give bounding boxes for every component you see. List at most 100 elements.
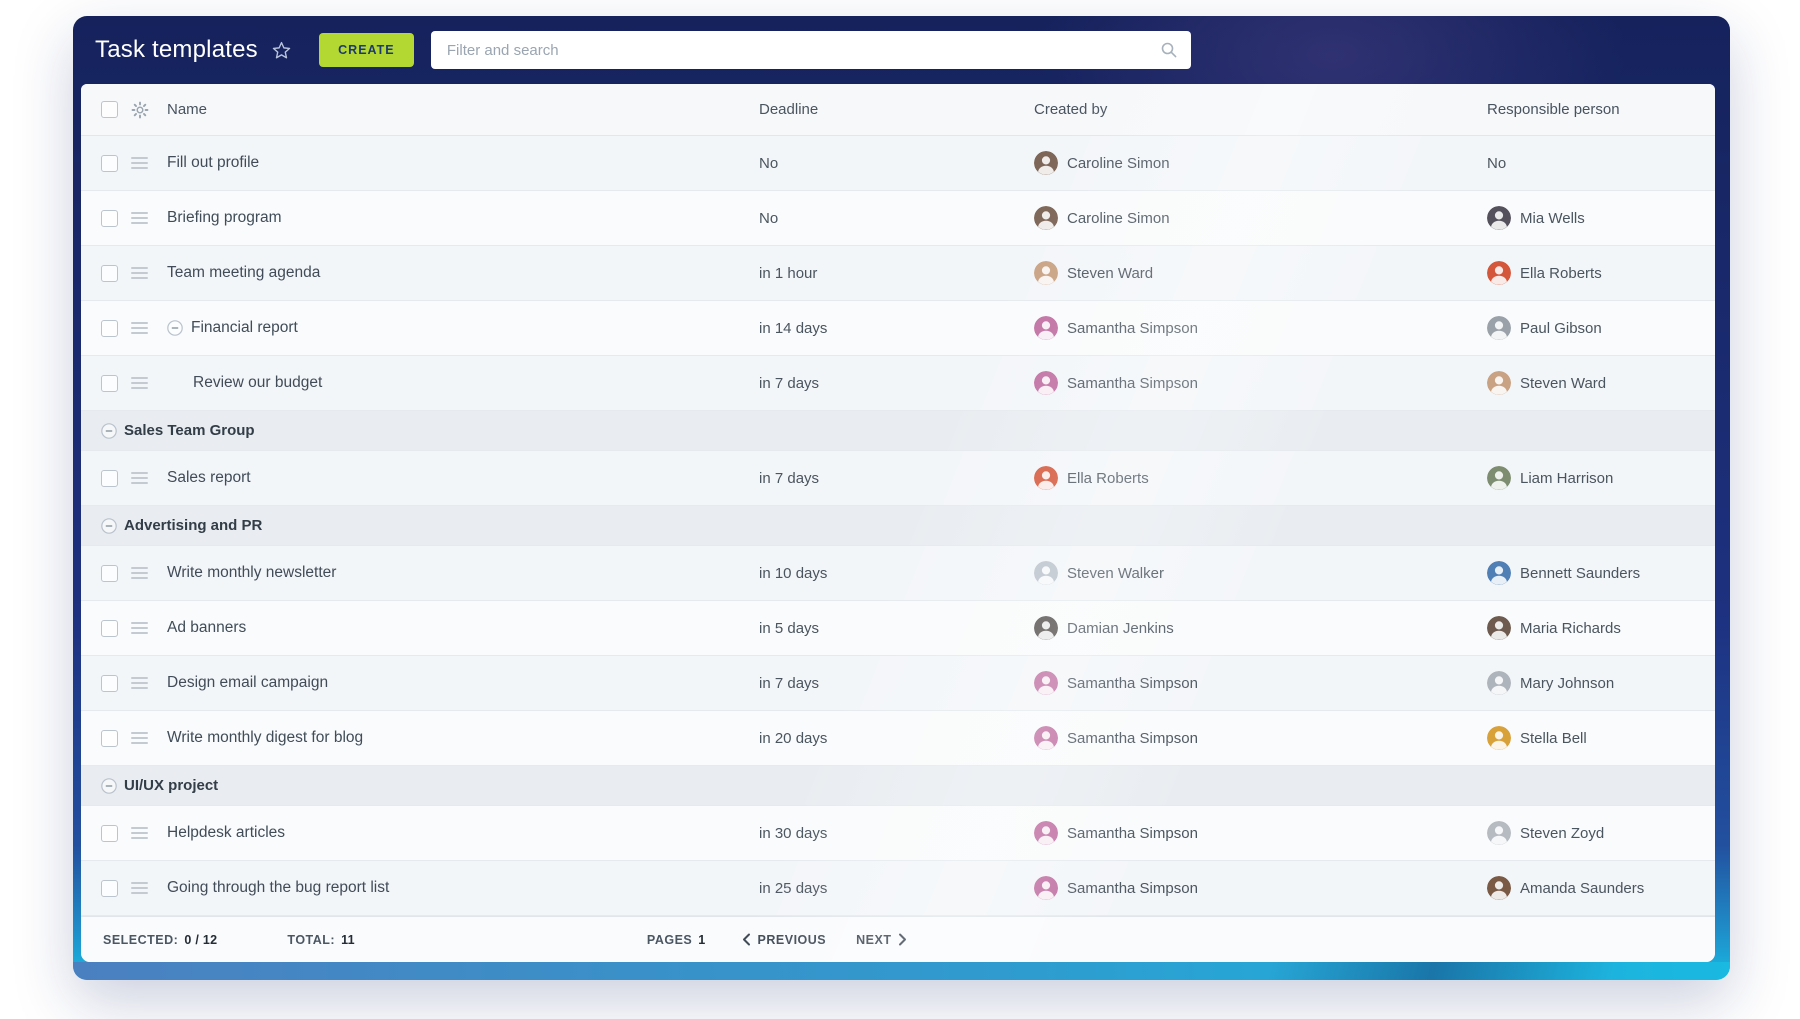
pages-indicator: PAGES 1 bbox=[646, 932, 706, 947]
group-name: UI/UX project bbox=[124, 777, 219, 794]
drag-handle-icon[interactable] bbox=[131, 677, 148, 689]
deadline-value: in 7 days bbox=[759, 469, 820, 487]
responsible-cell: Mary Johnson bbox=[1487, 671, 1715, 695]
avatar bbox=[1487, 371, 1511, 395]
row-checkbox[interactable] bbox=[101, 564, 118, 582]
row-checkbox[interactable] bbox=[101, 619, 118, 637]
responsible-cell: Maria Richards bbox=[1487, 616, 1715, 640]
drag-handle-icon[interactable] bbox=[131, 882, 148, 894]
row-checkbox[interactable] bbox=[101, 264, 118, 282]
deadline-value: in 20 days bbox=[759, 729, 828, 747]
person-name: Steven Walker bbox=[1067, 564, 1164, 582]
person-name: Damian Jenkins bbox=[1067, 619, 1174, 637]
drag-handle-icon[interactable] bbox=[131, 322, 148, 334]
person-name: Stella Bell bbox=[1520, 729, 1587, 747]
table-row[interactable]: Going through the bug report list in 25 d… bbox=[81, 861, 1715, 916]
search-icon[interactable] bbox=[1160, 41, 1178, 64]
search-field bbox=[430, 31, 1191, 69]
row-checkbox[interactable] bbox=[101, 879, 118, 897]
row-checkbox[interactable] bbox=[101, 319, 118, 337]
task-name: Review our budget bbox=[193, 374, 323, 391]
select-all-checkbox[interactable] bbox=[101, 101, 118, 118]
created-by-cell: Samantha Simpson bbox=[1034, 821, 1487, 845]
deadline-value: in 1 hour bbox=[759, 264, 818, 282]
column-header-deadline[interactable]: Deadline bbox=[759, 101, 819, 118]
created-by-cell: Steven Walker bbox=[1034, 561, 1487, 585]
row-checkbox[interactable] bbox=[101, 374, 118, 392]
previous-page-button[interactable]: PREVIOUS bbox=[742, 933, 827, 947]
task-name: Write monthly newsletter bbox=[167, 564, 337, 581]
row-checkbox[interactable] bbox=[101, 729, 118, 747]
drag-handle-icon[interactable] bbox=[131, 157, 148, 169]
group-row[interactable]: UI/UX project bbox=[81, 766, 1715, 806]
group-row[interactable]: Sales Team Group bbox=[81, 411, 1715, 451]
drag-handle-icon[interactable] bbox=[131, 732, 148, 744]
avatar bbox=[1487, 561, 1511, 585]
table-row[interactable]: Sales report in 7 days Ella Roberts Liam Ha… bbox=[81, 451, 1715, 506]
drag-handle-icon[interactable] bbox=[131, 212, 148, 224]
deadline-value: in 7 days bbox=[759, 374, 820, 392]
row-checkbox[interactable] bbox=[101, 824, 118, 842]
column-header-name[interactable]: Name bbox=[167, 101, 208, 118]
responsible-cell: Mia Wells bbox=[1487, 206, 1715, 230]
next-page-button[interactable]: NEXT bbox=[856, 933, 907, 947]
table-row[interactable]: Ad banners in 5 days Damian Jenkins Maria R… bbox=[81, 601, 1715, 656]
column-header-created-by[interactable]: Created by bbox=[1034, 101, 1108, 118]
task-name: Briefing program bbox=[167, 209, 282, 226]
table-row[interactable]: Design email campaign in 7 days Samantha S… bbox=[81, 656, 1715, 711]
column-header-responsible[interactable]: Responsible person bbox=[1487, 101, 1620, 118]
table-row[interactable]: Financial report in 14 days Samantha Simps… bbox=[81, 301, 1715, 356]
collapse-group-icon[interactable] bbox=[101, 777, 117, 794]
drag-handle-icon[interactable] bbox=[131, 267, 148, 279]
task-name: Write monthly digest for blog bbox=[167, 729, 364, 746]
person-name: Samantha Simpson bbox=[1067, 674, 1198, 692]
task-name: Going through the bug report list bbox=[167, 879, 390, 896]
person-name: Ella Roberts bbox=[1520, 264, 1602, 282]
deadline-value: in 14 days bbox=[759, 319, 828, 337]
column-settings-gear-icon[interactable] bbox=[131, 101, 149, 119]
table-row[interactable]: Briefing program No Caroline Simon Mia Well… bbox=[81, 191, 1715, 246]
task-table: Name Deadline Created by Responsible per… bbox=[81, 84, 1715, 962]
avatar bbox=[1034, 616, 1058, 640]
created-by-cell: Samantha Simpson bbox=[1034, 671, 1487, 695]
row-checkbox[interactable] bbox=[101, 469, 118, 487]
collapse-group-icon[interactable] bbox=[101, 422, 117, 439]
row-checkbox[interactable] bbox=[101, 154, 118, 172]
table-row[interactable]: Write monthly newsletter in 10 days Steven… bbox=[81, 546, 1715, 601]
avatar bbox=[1487, 671, 1511, 695]
row-checkbox[interactable] bbox=[101, 209, 118, 227]
drag-handle-icon[interactable] bbox=[131, 567, 148, 579]
collapse-subtasks-icon[interactable] bbox=[167, 320, 183, 336]
drag-handle-icon[interactable] bbox=[131, 472, 148, 484]
chevron-left-icon bbox=[742, 933, 751, 946]
task-name: Fill out profile bbox=[167, 154, 260, 171]
person-name: Maria Richards bbox=[1520, 619, 1621, 637]
created-by-cell: Steven Ward bbox=[1034, 261, 1487, 285]
group-row[interactable]: Advertising and PR bbox=[81, 506, 1715, 546]
avatar bbox=[1034, 821, 1058, 845]
row-checkbox[interactable] bbox=[101, 674, 118, 692]
table-row[interactable]: Review our budget in 7 days Samantha Simps… bbox=[81, 356, 1715, 411]
task-name: Ad banners bbox=[167, 619, 247, 636]
favorite-star-icon[interactable] bbox=[271, 40, 292, 61]
person-name: Ella Roberts bbox=[1067, 469, 1149, 487]
created-by-cell: Samantha Simpson bbox=[1034, 876, 1487, 900]
search-input[interactable] bbox=[430, 31, 1191, 69]
table-body: Fill out profile No Caroline Simon No Briefi… bbox=[81, 136, 1715, 916]
drag-handle-icon[interactable] bbox=[131, 827, 148, 839]
drag-handle-icon[interactable] bbox=[131, 377, 148, 389]
avatar bbox=[1034, 466, 1058, 490]
collapse-group-icon[interactable] bbox=[101, 517, 117, 534]
table-row[interactable]: Write monthly digest for blog in 20 days S… bbox=[81, 711, 1715, 766]
table-row[interactable]: Fill out profile No Caroline Simon No bbox=[81, 136, 1715, 191]
avatar bbox=[1487, 466, 1511, 490]
responsible-cell: Paul Gibson bbox=[1487, 316, 1715, 340]
table-row[interactable]: Helpdesk articles in 30 days Samantha Simp… bbox=[81, 806, 1715, 861]
responsible-cell: Ella Roberts bbox=[1487, 261, 1715, 285]
drag-handle-icon[interactable] bbox=[131, 622, 148, 634]
create-button[interactable]: CREATE bbox=[318, 33, 414, 67]
avatar bbox=[1487, 261, 1511, 285]
deadline-value: in 10 days bbox=[759, 564, 828, 582]
table-row[interactable]: Team meeting agenda in 1 hour Steven Ward E… bbox=[81, 246, 1715, 301]
window-bottom-accent bbox=[73, 962, 1730, 980]
